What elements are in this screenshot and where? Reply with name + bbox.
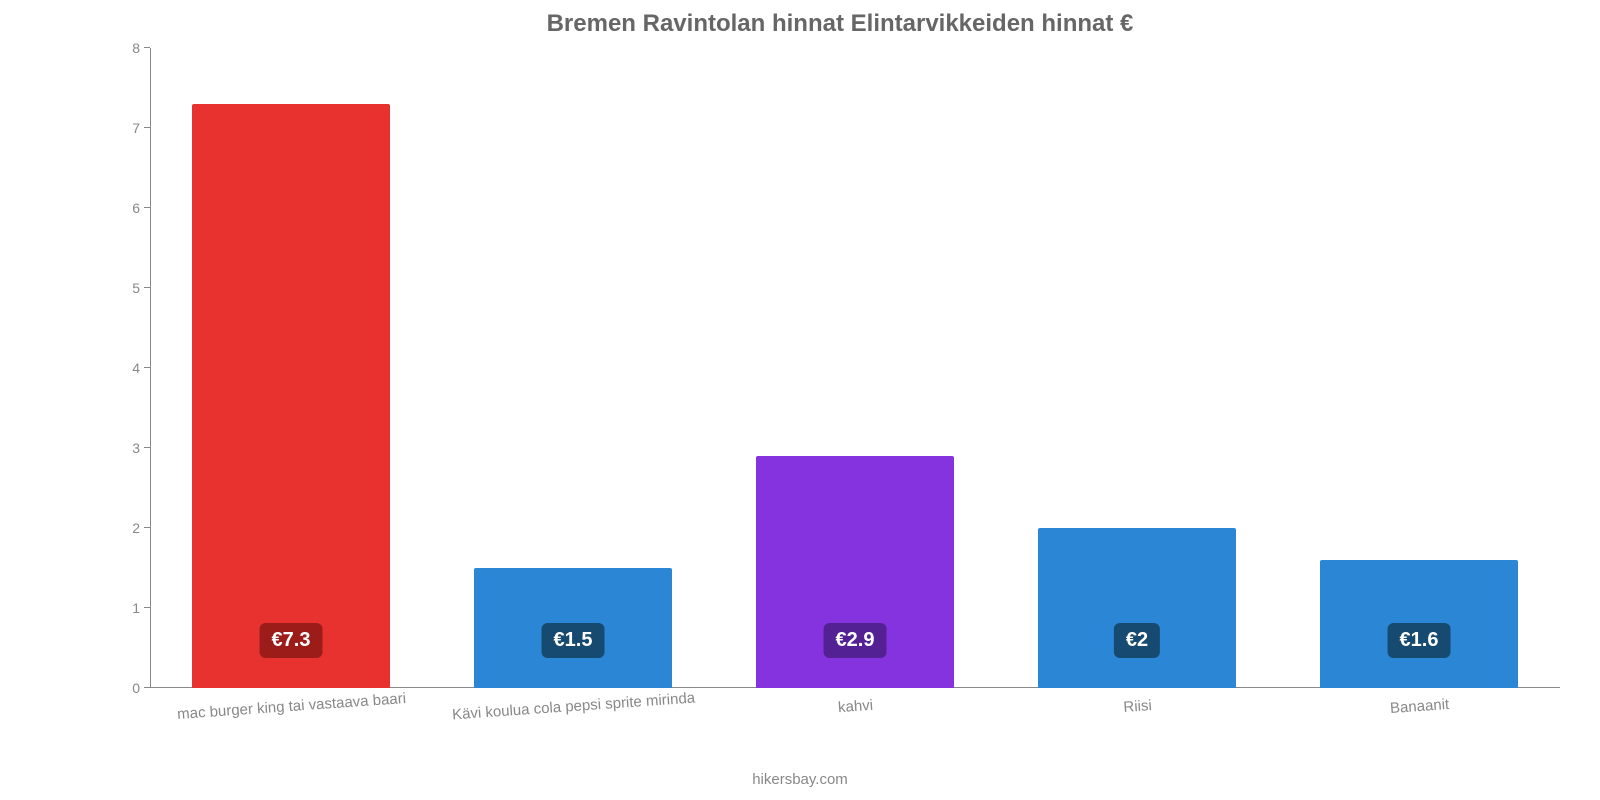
y-tick-label: 2	[132, 520, 140, 536]
bar-slot: €7.3mac burger king tai vastaava baari	[150, 104, 432, 688]
bar-value-label: €2	[1114, 623, 1160, 658]
bar-slot: €1.5Kävi koulua cola pepsi sprite mirind…	[432, 568, 714, 688]
x-category-label: Banaanit	[1389, 696, 1449, 717]
bar-value-label: €7.3	[260, 623, 323, 658]
y-tick-label: 8	[132, 40, 140, 56]
bar-value-label: €1.6	[1388, 623, 1451, 658]
bar: €1.6	[1320, 560, 1517, 688]
attribution-text: hikersbay.com	[0, 771, 1600, 788]
bar-value-label: €1.5	[542, 623, 605, 658]
bar: €2.9	[756, 456, 953, 688]
chart-container: Bremen Ravintolan hinnat Elintarvikkeide…	[0, 0, 1600, 800]
y-axis: 012345678	[110, 48, 150, 688]
bar-value-label: €2.9	[824, 623, 887, 658]
bar-slot: €2.9kahvi	[714, 456, 996, 688]
y-tick-label: 1	[132, 600, 140, 616]
x-category-label: mac burger king tai vastaava baari	[177, 690, 407, 723]
bar: €7.3	[192, 104, 389, 688]
bar-slot: €2Riisi	[996, 528, 1278, 688]
y-tick-label: 4	[132, 360, 140, 376]
chart-title: Bremen Ravintolan hinnat Elintarvikkeide…	[120, 10, 1560, 38]
y-tick-label: 5	[132, 280, 140, 296]
x-category-label: kahvi	[838, 697, 874, 716]
bars-group: €7.3mac burger king tai vastaava baari€1…	[150, 48, 1560, 688]
x-category-label: Kävi koulua cola pepsi sprite mirinda	[452, 690, 696, 724]
bar: €2	[1038, 528, 1235, 688]
y-tick-label: 3	[132, 440, 140, 456]
bar-slot: €1.6Banaanit	[1278, 560, 1560, 688]
x-category-label: Riisi	[1123, 697, 1152, 716]
y-tick-label: 0	[132, 680, 140, 696]
y-tick-label: 6	[132, 200, 140, 216]
bar: €1.5	[474, 568, 671, 688]
y-tick-label: 7	[132, 120, 140, 136]
plot-area: 012345678 €7.3mac burger king tai vastaa…	[120, 48, 1560, 688]
